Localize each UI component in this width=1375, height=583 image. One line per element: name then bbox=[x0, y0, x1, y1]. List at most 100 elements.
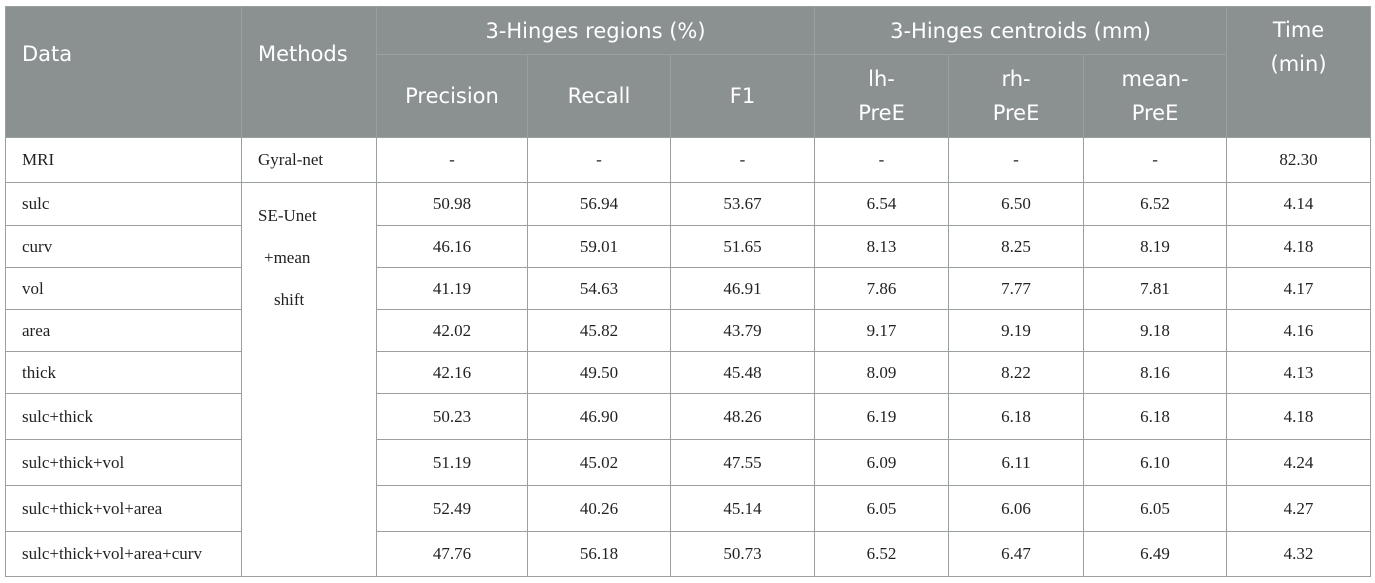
cell-precision: - bbox=[376, 137, 528, 183]
cell-rh-pree: 8.22 bbox=[948, 351, 1085, 394]
header-precision: Precision bbox=[376, 54, 528, 138]
header-rh-line1: rh- bbox=[1001, 67, 1031, 91]
table-row: sulc+thick 50.23 46.90 48.26 6.19 6.18 6… bbox=[5, 393, 1372, 440]
cell-precision: 50.98 bbox=[376, 182, 528, 226]
table-row: sulc SE-Unet +mean shift 50.98 56.94 53.… bbox=[5, 182, 1372, 577]
cell-lh-pree: 8.09 bbox=[814, 351, 950, 394]
cell-precision: 46.16 bbox=[376, 225, 528, 268]
cell-mean-pree: 6.05 bbox=[1083, 485, 1228, 532]
cell-method-merged: SE-Unet +mean shift bbox=[241, 182, 377, 577]
header-centroids-group: 3-Hinges centroids (mm) bbox=[814, 6, 1228, 55]
cell-time: 4.16 bbox=[1226, 309, 1372, 352]
cell-lh-pree: - bbox=[814, 137, 950, 183]
cell-method: Gyral-net bbox=[241, 137, 377, 183]
header-time-line2: (min) bbox=[1270, 52, 1327, 76]
cell-f1: 45.14 bbox=[669, 485, 816, 532]
cell-rh-pree: 7.77 bbox=[948, 267, 1085, 310]
cell-mean-pree: - bbox=[1083, 137, 1228, 183]
cell-time: 4.17 bbox=[1226, 267, 1372, 310]
cell-f1: - bbox=[669, 137, 816, 183]
cell-mean-pree: 6.49 bbox=[1083, 531, 1228, 577]
cell-rh-pree: - bbox=[948, 137, 1085, 183]
cell-time: 4.14 bbox=[1226, 182, 1372, 226]
cell-time: 4.18 bbox=[1226, 393, 1372, 440]
header-lh-pree: lh- PreE bbox=[814, 54, 950, 138]
cell-mean-pree: 9.18 bbox=[1083, 309, 1228, 352]
table-row: area 42.02 45.82 43.79 9.17 9.19 9.18 4.… bbox=[5, 309, 1372, 352]
cell-rh-pree: 6.06 bbox=[948, 485, 1085, 532]
results-table: Data Methods 3-Hinges regions (%) 3-Hing… bbox=[5, 6, 1372, 577]
cell-lh-pree: 6.54 bbox=[814, 182, 950, 226]
table-row: sulc+thick+vol 51.19 45.02 47.55 6.09 6.… bbox=[5, 439, 1372, 486]
header-mean-line1: mean- bbox=[1121, 67, 1189, 91]
cell-recall: - bbox=[527, 137, 671, 183]
cell-data: MRI bbox=[5, 137, 242, 183]
cell-data: sulc+thick+vol bbox=[5, 439, 242, 486]
cell-rh-pree: 6.11 bbox=[948, 439, 1085, 486]
cell-precision: 41.19 bbox=[376, 267, 528, 310]
cell-recall: 45.02 bbox=[527, 439, 671, 486]
header-data: Data bbox=[5, 6, 242, 138]
header-f1: F1 bbox=[669, 54, 816, 138]
table-row: sulc+thick+vol+area 52.49 40.26 45.14 6.… bbox=[5, 485, 1372, 532]
header-recall: Recall bbox=[527, 54, 671, 138]
cell-rh-pree: 8.25 bbox=[948, 225, 1085, 268]
header-lh-line1: lh- bbox=[868, 67, 895, 91]
cell-precision: 42.02 bbox=[376, 309, 528, 352]
cell-f1: 53.67 bbox=[669, 182, 816, 226]
cell-lh-pree: 6.52 bbox=[814, 531, 950, 577]
cell-rh-pree: 9.19 bbox=[948, 309, 1085, 352]
header-mean-line2: PreE bbox=[1131, 101, 1179, 125]
cell-recall: 56.18 bbox=[527, 531, 671, 577]
table-row: curv 46.16 59.01 51.65 8.13 8.25 8.19 4.… bbox=[5, 225, 1372, 268]
cell-recall: 59.01 bbox=[527, 225, 671, 268]
cell-mean-pree: 6.52 bbox=[1083, 182, 1228, 226]
method-line3: shift bbox=[274, 290, 305, 309]
method-line2: +mean bbox=[264, 248, 311, 267]
table-row: sulc+thick+vol+area+curv 47.76 56.18 50.… bbox=[5, 531, 1372, 577]
method-line1: SE-Unet bbox=[258, 206, 317, 225]
cell-lh-pree: 6.19 bbox=[814, 393, 950, 440]
cell-f1: 43.79 bbox=[669, 309, 816, 352]
cell-lh-pree: 8.13 bbox=[814, 225, 950, 268]
cell-time: 82.30 bbox=[1226, 137, 1372, 183]
cell-time: 4.32 bbox=[1226, 531, 1372, 577]
cell-recall: 49.50 bbox=[527, 351, 671, 394]
cell-f1: 50.73 bbox=[669, 531, 816, 577]
cell-time: 4.18 bbox=[1226, 225, 1372, 268]
cell-rh-pree: 6.18 bbox=[948, 393, 1085, 440]
header-time: Time (min) bbox=[1226, 6, 1372, 138]
cell-data: sulc+thick+vol+area bbox=[5, 485, 242, 532]
cell-data: thick bbox=[5, 351, 242, 394]
table-row: MRI Gyral-net - - - - - - 82.30 bbox=[5, 137, 1372, 183]
header-rh-pree: rh- PreE bbox=[948, 54, 1085, 138]
cell-rh-pree: 6.47 bbox=[948, 531, 1085, 577]
cell-f1: 47.55 bbox=[669, 439, 816, 486]
cell-data: sulc bbox=[5, 182, 242, 226]
header-rh-line2: PreE bbox=[992, 101, 1040, 125]
cell-time: 4.24 bbox=[1226, 439, 1372, 486]
cell-recall: 40.26 bbox=[527, 485, 671, 532]
cell-mean-pree: 8.16 bbox=[1083, 351, 1228, 394]
cell-time: 4.13 bbox=[1226, 351, 1372, 394]
cell-recall: 56.94 bbox=[527, 182, 671, 226]
cell-data: area bbox=[5, 309, 242, 352]
header-methods: Methods bbox=[241, 6, 377, 138]
cell-data: sulc+thick+vol+area+curv bbox=[5, 531, 242, 577]
cell-data: sulc+thick bbox=[5, 393, 242, 440]
cell-lh-pree: 6.05 bbox=[814, 485, 950, 532]
cell-recall: 45.82 bbox=[527, 309, 671, 352]
cell-time: 4.27 bbox=[1226, 485, 1372, 532]
cell-f1: 45.48 bbox=[669, 351, 816, 394]
cell-precision: 52.49 bbox=[376, 485, 528, 532]
cell-f1: 51.65 bbox=[669, 225, 816, 268]
cell-f1: 46.91 bbox=[669, 267, 816, 310]
cell-precision: 42.16 bbox=[376, 351, 528, 394]
header-lh-line2: PreE bbox=[858, 101, 905, 125]
cell-precision: 47.76 bbox=[376, 531, 528, 577]
cell-recall: 46.90 bbox=[527, 393, 671, 440]
cell-mean-pree: 8.19 bbox=[1083, 225, 1228, 268]
cell-precision: 50.23 bbox=[376, 393, 528, 440]
cell-mean-pree: 7.81 bbox=[1083, 267, 1228, 310]
header-time-line1: Time bbox=[1272, 18, 1325, 42]
